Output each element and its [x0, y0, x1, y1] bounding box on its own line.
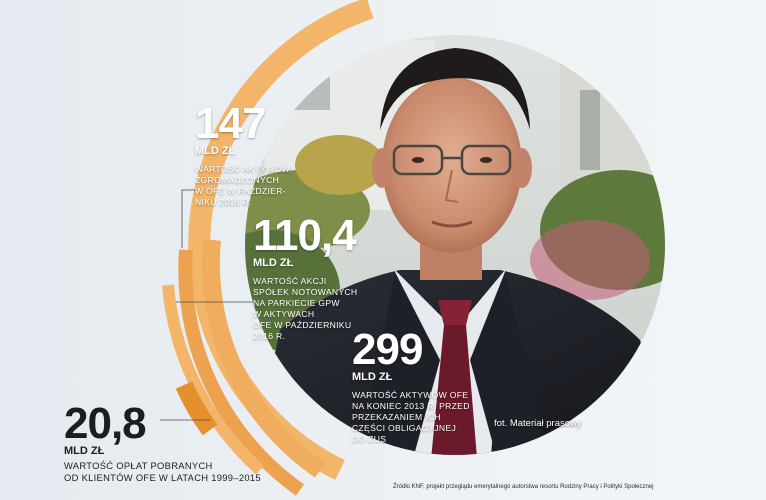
stat-description: WARTOŚĆ AKCJI SPÓŁEK NOTOWANYCH NA PARKI… [253, 276, 358, 341]
stat-unit: MLD ZŁ [64, 445, 105, 457]
stat-description: WARTOŚĆ AKTYWÓW OFE NA KONIEC 2013 R. PR… [352, 390, 470, 444]
source-note: Źródło KNF, projekt przeglądu emerytalne… [393, 484, 654, 490]
photo-credit: fot. Materiał prasowy [494, 418, 582, 429]
stat-299: 299 MLD ZŁ WARTOŚĆ AKTYWÓW OFE NA KONIEC… [352, 325, 470, 445]
arc-third [178, 249, 305, 496]
stat-value: 110,4 [253, 211, 357, 260]
arc-small [175, 381, 218, 436]
connector-147 [181, 189, 196, 248]
stat-unit: MLD ZŁ [195, 145, 236, 157]
arc-second [201, 239, 326, 478]
stat-unit: MLD ZŁ [253, 257, 294, 269]
stat-unit: MLD ZŁ [352, 371, 393, 383]
stat-description: WARTOŚĆ AKTYWÓW ZGROMADZONYCH W OFE W PA… [195, 164, 291, 207]
stat-20-8: 20,8 MLD ZŁ WARTOŚĆ OPŁAT POBRANYCH OD K… [64, 399, 261, 483]
stat-147: 147 MLD ZŁ WARTOŚĆ AKTYWÓW ZGROMADZONYCH… [195, 99, 291, 208]
stat-value: 299 [352, 325, 423, 374]
stat-value: 20,8 [64, 399, 147, 448]
stat-description: WARTOŚĆ OPŁAT POBRANYCH OD KLIENTÓW OFE … [64, 460, 261, 483]
stat-value: 147 [195, 99, 266, 148]
arc-fourth [162, 284, 265, 475]
stat-110-4: 110,4 MLD ZŁ WARTOŚĆ AKCJI SPÓŁEK NOTOWA… [253, 211, 358, 342]
